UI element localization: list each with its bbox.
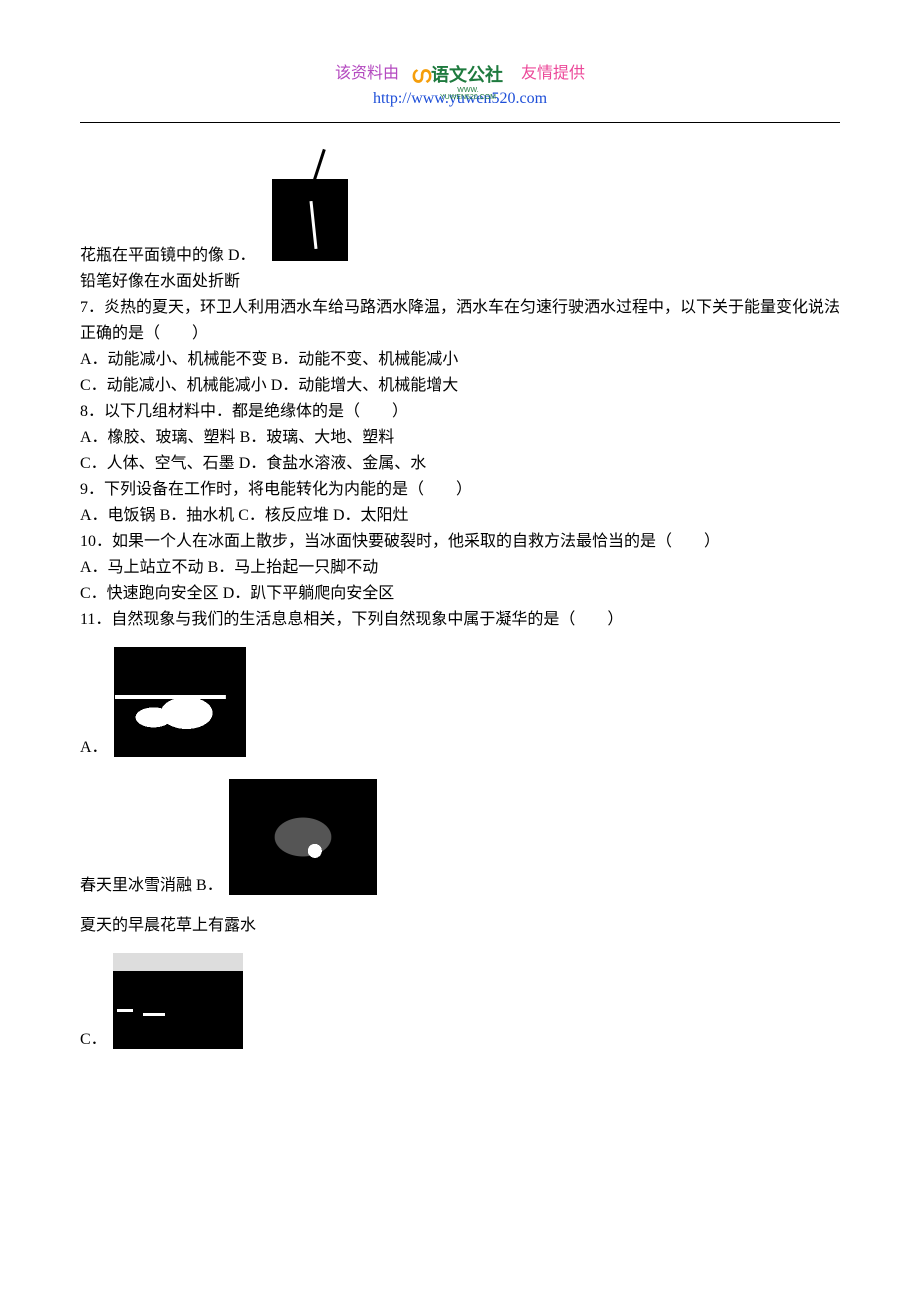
header-provided-by: 该资料由	[335, 65, 399, 82]
q6-option-d-before: 花瓶在平面镜中的像 D．	[80, 243, 256, 269]
logo-text: 语文公社	[431, 61, 503, 89]
q9-option-d: D．太阳灶	[333, 507, 409, 524]
q8-option-a: A．橡胶、玻璃、塑料	[80, 429, 236, 446]
q9-stem: 9．下列设备在工作时，将电能转化为内能的是（ ）	[80, 477, 840, 503]
logo-subtext: WWW. YUWEN520.COM	[429, 87, 507, 101]
logo-swirl-icon: ഗ	[411, 61, 431, 89]
q10-option-b: B．马上抬起一只脚不动	[208, 559, 379, 576]
q10-option-d: D．趴下平躺爬向安全区	[223, 585, 395, 602]
q11-option-a-text: 春天里冰雪消融	[80, 873, 192, 899]
document-body: 花瓶在平面镜中的像 D． 铅笔好像在水面处折断 7．炎热的夏天，环卫人利用洒水车…	[80, 145, 840, 1053]
q7-stem: 7．炎热的夏天，环卫人利用洒水车给马路洒水降温，洒水车在匀速行驶洒水过程中，以下…	[80, 295, 840, 347]
q9-option-a: A．电饭锅	[80, 507, 156, 524]
figure-dew	[229, 779, 377, 895]
q10-option-a: A．马上站立不动	[80, 559, 204, 576]
q9-option-b: B．抽水机	[160, 507, 235, 524]
divider	[80, 122, 840, 123]
q7-option-d: D．动能增大、机械能增大	[271, 377, 459, 394]
q11-option-c-prefix: C．	[80, 1027, 107, 1053]
q8-option-c: C．人体、空气、石墨	[80, 455, 235, 472]
q7-option-a: A．动能减小、机械能不变	[80, 351, 268, 368]
q7-option-c: C．动能减小、机械能减小	[80, 377, 267, 394]
figure-ice-melting	[114, 647, 246, 757]
figure-beaker-pencil	[262, 145, 358, 265]
q11-option-b-prefix: B．	[196, 873, 223, 899]
q7-option-b: B．动能不变、机械能减小	[272, 351, 459, 368]
q10-stem: 10．如果一个人在冰面上散步，当冰面快要破裂时，他采取的自救方法最恰当的是（ ）	[80, 529, 840, 555]
q8-option-b: B．玻璃、大地、塑料	[240, 429, 395, 446]
q11-option-b-text: 夏天的早晨花草上有露水	[80, 913, 840, 939]
q11-option-a-prefix: A．	[80, 735, 108, 761]
q10-option-c: C．快速跑向安全区	[80, 585, 219, 602]
figure-frost	[113, 953, 243, 1049]
q8-option-d: D．食盐水溶液、金属、水	[239, 455, 427, 472]
q8-stem: 8．以下几组材料中．都是绝缘体的是（ ）	[80, 399, 840, 425]
logo: ഗ语文公社 WWW. YUWEN520.COM	[407, 60, 507, 88]
header-friend: 友情提供	[521, 65, 585, 82]
q11-stem: 11．自然现象与我们的生活息息相关，下列自然现象中属于凝华的是（ ）	[80, 607, 840, 633]
q9-option-c: C．核反应堆	[238, 507, 329, 524]
q6-option-d-after: 铅笔好像在水面处折断	[80, 269, 840, 295]
